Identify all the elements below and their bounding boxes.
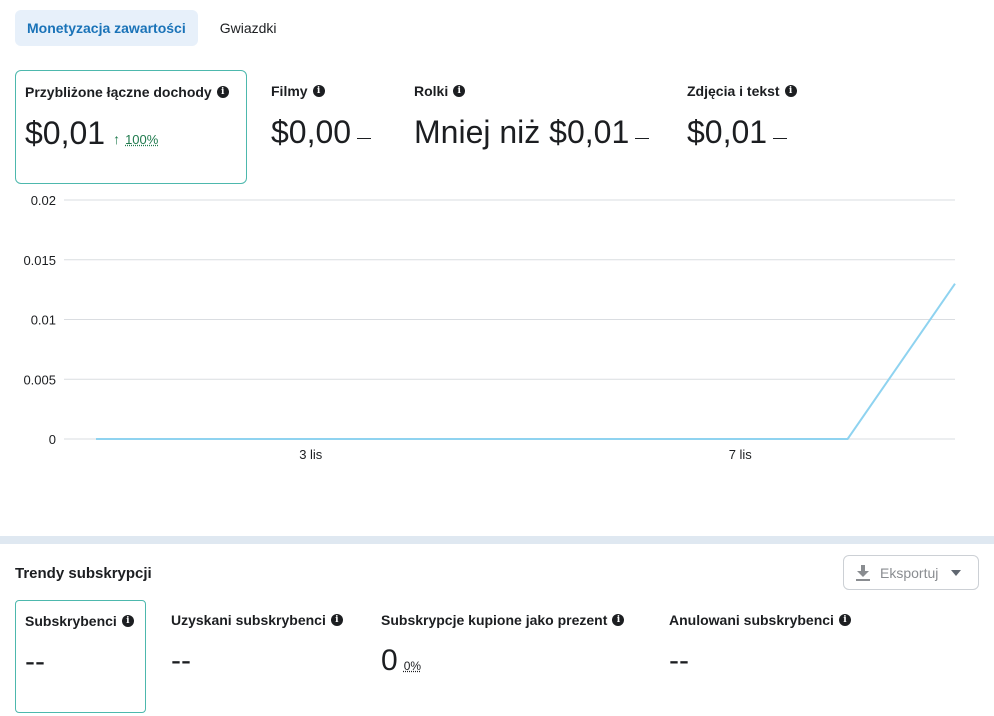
- no-change-dash: [635, 138, 650, 139]
- sub-card-title-label: Anulowani subskrybenci: [669, 612, 834, 628]
- sub-card-gift-subscriptions[interactable]: Subskrypcje kupione jako prezent i 0 0%: [372, 600, 652, 713]
- metric-card-videos[interactable]: Filmy i $0,00: [262, 70, 402, 184]
- download-icon: [856, 564, 870, 581]
- y-tick-label: 0.01: [31, 313, 56, 328]
- sub-card-title-label: Subskrypcje kupione jako prezent: [381, 612, 608, 628]
- sub-card-value: --: [669, 644, 689, 677]
- metric-value-text: $0,01: [25, 115, 106, 151]
- sub-card-value-text: 0: [381, 644, 398, 677]
- sub-card-gained-subscribers[interactable]: Uzyskani subskrybenci i --: [162, 600, 362, 713]
- trend-percent[interactable]: 100%: [125, 132, 159, 147]
- sub-card-cancelled-subscribers[interactable]: Anulowani subskrybenci i --: [660, 600, 880, 713]
- metric-card-total-earnings[interactable]: Przybliżone łączne dochody i $0,01 ↑ 100…: [15, 70, 247, 184]
- info-icon[interactable]: i: [312, 85, 325, 97]
- info-icon[interactable]: i: [216, 86, 229, 98]
- metric-title-label: Filmy: [271, 83, 308, 99]
- metric-title: Rolki i: [414, 83, 466, 99]
- series-line: [96, 283, 956, 440]
- caret-down-icon: [951, 569, 962, 576]
- export-button[interactable]: Eksportuj: [843, 555, 979, 590]
- sub-card-percent[interactable]: 0%: [403, 659, 422, 673]
- sub-card-title: Anulowani subskrybenci i: [669, 612, 851, 628]
- metric-card-photos-text[interactable]: Zdjęcia i tekst i $0,01: [678, 70, 878, 184]
- earnings-line-chart: 0 0.005 0.01 0.015 0.02 3 lis 7 lis: [23, 193, 956, 462]
- arrow-up-icon: ↑: [113, 131, 121, 147]
- info-icon[interactable]: i: [121, 615, 134, 627]
- sub-card-value: --: [25, 645, 45, 678]
- sub-card-value: 0 0%: [381, 644, 421, 678]
- section-divider: [0, 536, 994, 544]
- info-icon[interactable]: i: [612, 614, 625, 626]
- info-icon[interactable]: i: [838, 614, 851, 626]
- sub-card-subscribers[interactable]: Subskrybenci i --: [15, 600, 146, 713]
- info-icon[interactable]: i: [784, 85, 797, 97]
- metric-value: $0,01 ↑ 100%: [25, 115, 158, 152]
- y-tick-label: 0: [49, 432, 56, 447]
- sub-card-title: Uzyskani subskrybenci i: [171, 612, 343, 628]
- y-tick-label: 0.005: [23, 372, 56, 387]
- subscription-trends-title: Trendy subskrypcji: [15, 565, 152, 582]
- metric-title-label: Przybliżone łączne dochody: [25, 84, 212, 100]
- sub-card-title-label: Uzyskani subskrybenci: [171, 612, 326, 628]
- metric-title: Zdjęcia i tekst i: [687, 83, 797, 99]
- y-tick-label: 0.015: [23, 253, 56, 268]
- tab-bar: Monetyzacja zawartości Gwiazdki: [15, 10, 289, 46]
- metric-value: $0,01: [687, 114, 788, 151]
- metric-value-text: Mniej niż $0,01: [414, 114, 630, 150]
- metric-title: Filmy i: [271, 83, 325, 99]
- x-tick-label: 3 lis: [299, 447, 323, 462]
- metric-title-label: Rolki: [414, 83, 449, 99]
- sub-card-title: Subskrypcje kupione jako prezent i: [381, 612, 625, 628]
- x-tick-label: 7 lis: [729, 447, 753, 462]
- metric-value: Mniej niż $0,01: [414, 114, 650, 151]
- tab-content-monetization[interactable]: Monetyzacja zawartości: [15, 10, 198, 46]
- metric-title: Przybliżone łączne dochody i: [25, 84, 229, 100]
- tab-stars[interactable]: Gwiazdki: [219, 20, 277, 36]
- trend-indicator: ↑ 100%: [113, 131, 158, 147]
- sub-card-title: Subskrybenci i: [25, 613, 134, 629]
- metric-title-label: Zdjęcia i tekst: [687, 83, 780, 99]
- metric-value-text: $0,01: [687, 114, 768, 150]
- info-icon[interactable]: i: [330, 614, 343, 626]
- metric-card-reels[interactable]: Rolki i Mniej niż $0,01: [405, 70, 675, 184]
- no-change-dash: [773, 138, 788, 139]
- sub-card-title-label: Subskrybenci: [25, 613, 117, 629]
- export-label: Eksportuj: [880, 564, 939, 581]
- sub-card-value: --: [171, 644, 191, 677]
- y-tick-label: 0.02: [31, 193, 56, 208]
- no-change-dash: [357, 138, 372, 139]
- metric-value: $0,00: [271, 114, 372, 151]
- metric-value-text: $0,00: [271, 114, 352, 150]
- info-icon[interactable]: i: [453, 85, 466, 97]
